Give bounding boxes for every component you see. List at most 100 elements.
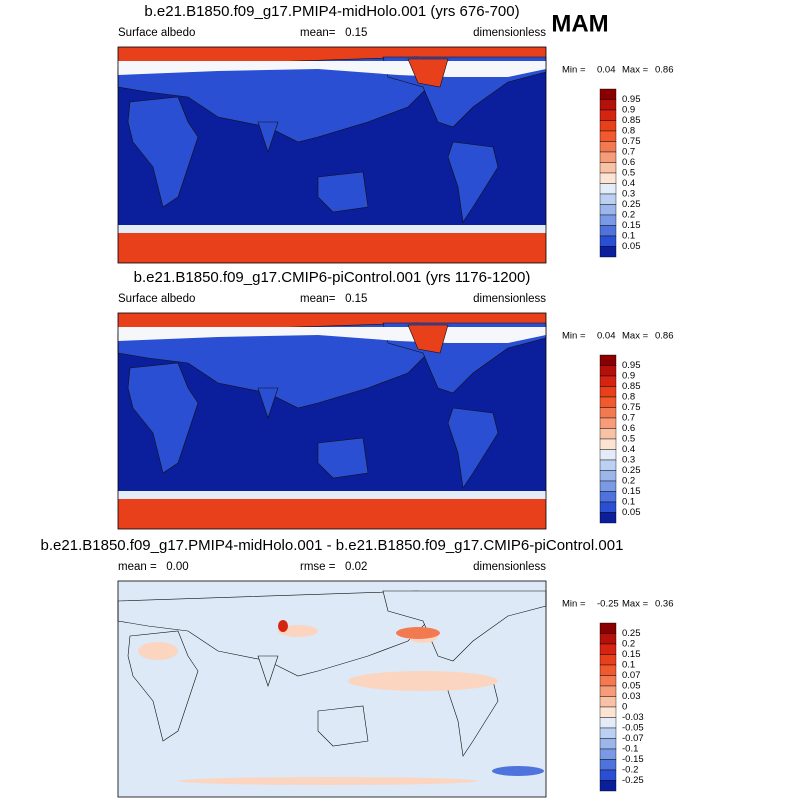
antarctic <box>118 499 546 529</box>
colorbar-label: 0.03 <box>622 691 641 702</box>
colorbar-box <box>599 235 617 247</box>
map-frame <box>117 312 547 530</box>
colorbar-box <box>599 162 617 174</box>
colorbar-box <box>599 727 617 739</box>
antarctic <box>118 233 546 263</box>
colorbar-box <box>599 501 617 513</box>
max-label: Max = <box>622 65 649 76</box>
colorbar-box <box>599 204 617 216</box>
colorbar-label: 0.2 <box>622 476 635 487</box>
map <box>117 312 547 530</box>
center-label: mean= 0.15 <box>300 27 367 39</box>
anomaly <box>278 625 318 637</box>
colorbar-box <box>599 512 617 524</box>
colorbar-box <box>599 685 617 697</box>
colorbar-label: 0.2 <box>622 210 635 221</box>
colorbar-label: 0.4 <box>622 178 635 189</box>
left-label: Surface albedo <box>118 27 195 39</box>
anomaly <box>348 671 498 691</box>
colorbar-box <box>599 214 617 226</box>
colorbar-label: 0.25 <box>622 465 641 476</box>
colorbar-label: 0.4 <box>622 444 635 455</box>
min-label: Min = <box>562 599 586 610</box>
colorbar-label: 0.05 <box>622 241 641 252</box>
colorbar-label: -0.2 <box>622 765 638 776</box>
max-value: 0.86 <box>655 65 674 76</box>
left-label: Surface albedo <box>118 293 195 305</box>
map-frame <box>117 46 547 264</box>
colorbar-label: 0.15 <box>622 486 641 497</box>
colorbar-box <box>599 459 617 471</box>
colorbar-label: 0.8 <box>622 126 635 137</box>
map <box>117 46 547 264</box>
colorbar-label: 0 <box>622 702 627 713</box>
colorbar-label: -0.03 <box>622 712 644 723</box>
season-label: MAM <box>551 10 608 37</box>
colorbar-label: 0.8 <box>622 392 635 403</box>
colorbar-box <box>599 151 617 163</box>
colorbar-label: 0.7 <box>622 413 635 424</box>
anomaly <box>492 766 544 776</box>
map <box>117 580 547 798</box>
colorbar-box <box>599 386 617 398</box>
colorbar-label: 0.15 <box>622 649 641 660</box>
colorbar-box <box>599 696 617 708</box>
colorbar-box <box>599 769 617 781</box>
anomaly <box>178 777 478 785</box>
colorbar-box <box>599 428 617 440</box>
colorbar-box <box>599 706 617 718</box>
colorbar-label: -0.15 <box>622 754 644 765</box>
min-label: Min = <box>562 65 586 76</box>
panel-title: b.e21.B1850.f09_g17.PMIP4-midHolo.001 (y… <box>144 3 519 20</box>
colorbar-label: 0.05 <box>622 507 641 518</box>
colorbar-label: -0.25 <box>622 775 644 786</box>
colorbar-box <box>599 109 617 121</box>
colorbar-label: 0.95 <box>622 94 641 105</box>
colorbar-box <box>599 88 617 100</box>
center-label: rmse = 0.02 <box>300 561 367 573</box>
min-value: 0.04 <box>597 65 616 76</box>
colorbar-box <box>599 99 617 111</box>
colorbar-box <box>599 664 617 676</box>
colorbar-label: 0.7 <box>622 147 635 158</box>
colorbar-label: 0.3 <box>622 455 635 466</box>
colorbar-box <box>599 643 617 655</box>
colorbar-label: 0.75 <box>622 136 641 147</box>
colorbar-box <box>599 246 617 258</box>
colorbar-box <box>599 193 617 205</box>
center-label: mean= 0.15 <box>300 293 367 305</box>
colorbar-label: 0.07 <box>622 670 641 681</box>
panel-title: b.e21.B1850.f09_g17.PMIP4-midHolo.001 - … <box>41 537 624 554</box>
colorbar-label: 0.2 <box>622 639 635 650</box>
colorbar-label: 0.75 <box>622 402 641 413</box>
max-label: Max = <box>622 331 649 342</box>
left-label: mean = 0.00 <box>118 561 189 573</box>
colorbar-label: 0.5 <box>622 168 635 179</box>
colorbar-box <box>599 183 617 195</box>
colorbar-box <box>599 396 617 408</box>
min-value: 0.04 <box>597 331 616 342</box>
colorbar-label: 0.85 <box>622 381 641 392</box>
colorbar-label: 0.05 <box>622 681 641 692</box>
colorbar-label: 0.1 <box>622 231 635 242</box>
sea-ice-edge <box>118 225 546 235</box>
greenland <box>407 58 449 88</box>
colorbar-box <box>599 365 617 377</box>
colorbar-box <box>599 675 617 687</box>
anomaly <box>396 627 440 639</box>
right-label: dimensionless <box>473 293 546 305</box>
colorbar-box <box>599 417 617 429</box>
colorbar-label: 0.25 <box>622 628 641 639</box>
colorbar-box <box>599 654 617 666</box>
colorbar-label: 0.25 <box>622 199 641 210</box>
colorbar-box <box>599 225 617 237</box>
colorbar-box <box>599 470 617 482</box>
colorbar-label: 0.5 <box>622 434 635 445</box>
colorbar-box <box>599 130 617 142</box>
colorbar-box <box>599 622 617 634</box>
colorbar-box <box>599 480 617 492</box>
colorbar-label: 0.1 <box>622 660 635 671</box>
max-value: 0.86 <box>655 331 674 342</box>
colorbar-label: 0.3 <box>622 189 635 200</box>
